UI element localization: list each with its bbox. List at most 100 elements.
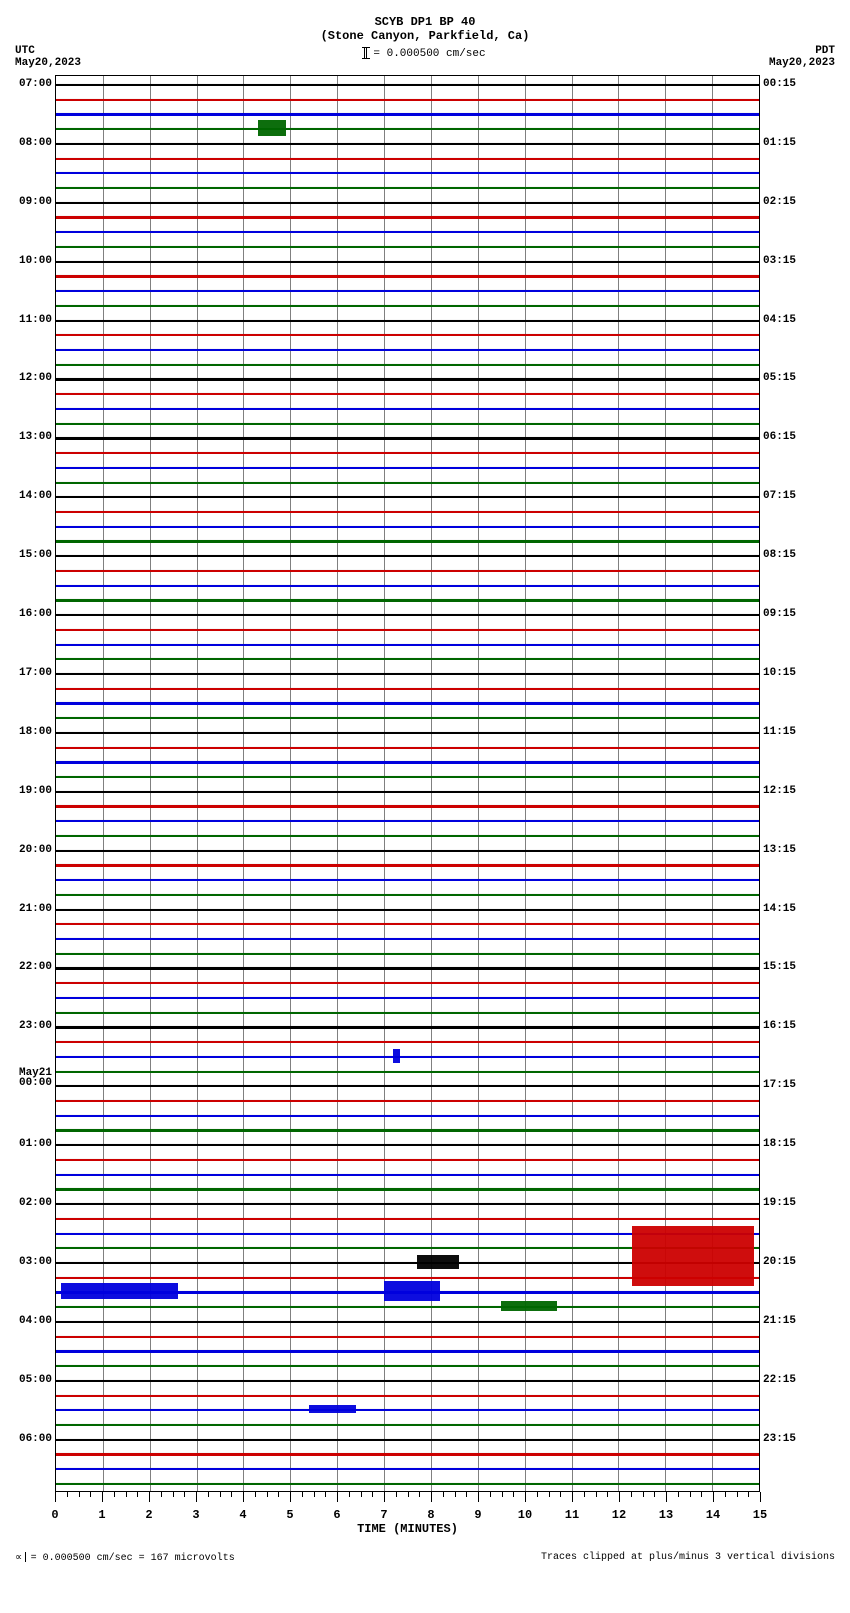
pdt-time-label: 00:15: [763, 78, 796, 90]
utc-time-label: 12:00: [19, 372, 52, 384]
x-tick-minor: [161, 1492, 162, 1497]
utc-time-label: 20:00: [19, 844, 52, 856]
seismic-event: [61, 1283, 178, 1299]
seismic-trace: [56, 673, 759, 675]
trace-row: [56, 1350, 759, 1351]
trace-row: [56, 747, 759, 748]
scale-text: = 0.000500 cm/sec: [373, 48, 485, 60]
seismic-trace: [56, 953, 759, 955]
trace-row: [56, 805, 759, 806]
seismic-trace: [56, 1100, 759, 1102]
seismic-trace: [56, 334, 759, 336]
trace-row: [56, 1468, 759, 1469]
x-tick-minor: [560, 1492, 561, 1497]
x-tick-minor: [231, 1492, 232, 1497]
trace-row: [56, 1071, 759, 1072]
x-tick-minor: [584, 1492, 585, 1497]
pdt-time-label: 03:15: [763, 255, 796, 267]
trace-row: May2100:0017:15: [56, 1085, 759, 1086]
trace-row: [56, 702, 759, 703]
x-tick-minor: [90, 1492, 91, 1497]
trace-row: [56, 1409, 759, 1410]
footer: ∝ = 0.000500 cm/sec = 167 microvolts Tra…: [0, 1532, 850, 1584]
trace-row: 15:0008:15: [56, 555, 759, 556]
x-tick-minor: [396, 1492, 397, 1497]
trace-row: 10:0003:15: [56, 261, 759, 262]
utc-time-label: 23:00: [19, 1020, 52, 1032]
x-tick-minor: [678, 1492, 679, 1497]
utc-time-label: 21:00: [19, 903, 52, 915]
pdt-time-label: 04:15: [763, 314, 796, 326]
trace-row: 21:0014:15: [56, 909, 759, 910]
seismogram-plot: 07:0000:1508:0001:1509:0002:1510:0003:15…: [55, 75, 760, 1492]
trace-row: 14:0007:15: [56, 496, 759, 497]
trace-row: 08:0001:15: [56, 143, 759, 144]
left-date-label: May20,2023: [15, 57, 81, 69]
trace-row: 17:0010:15: [56, 673, 759, 674]
seismic-trace: [56, 452, 759, 454]
x-tick: [55, 1492, 56, 1502]
utc-time-label: 03:00: [19, 1256, 52, 1268]
seismic-trace: [56, 1439, 759, 1441]
trace-row: 09:0002:15: [56, 202, 759, 203]
seismic-trace: [56, 938, 759, 940]
x-tick-minor: [302, 1492, 303, 1497]
pdt-time-label: 09:15: [763, 608, 796, 620]
trace-row: [56, 305, 759, 306]
seismic-trace: [56, 1041, 759, 1043]
seismic-trace: [56, 585, 759, 587]
pdt-time-label: 10:15: [763, 667, 796, 679]
trace-row: 12:0005:15: [56, 378, 759, 379]
scale-indicator: = 0.000500 cm/sec: [0, 47, 850, 60]
x-tick: [431, 1492, 432, 1502]
pdt-time-label: 19:15: [763, 1197, 796, 1209]
x-tick: [619, 1492, 620, 1502]
seismic-trace: [56, 84, 759, 86]
trace-row: 05:0022:15: [56, 1380, 759, 1381]
trace-row: [56, 393, 759, 394]
seismic-trace: [56, 688, 759, 690]
trace-row: [56, 1159, 759, 1160]
utc-time-label: 19:00: [19, 785, 52, 797]
seismic-trace: [56, 923, 759, 925]
trace-row: [56, 717, 759, 718]
seismic-trace: [56, 1159, 759, 1161]
x-tick: [713, 1492, 714, 1502]
seismic-trace: [56, 1203, 759, 1205]
trace-row: [56, 511, 759, 512]
trace-row: [56, 776, 759, 777]
trace-row: [56, 158, 759, 159]
seismic-trace: [56, 496, 759, 498]
seismic-trace: [56, 644, 759, 646]
seismic-event: [632, 1268, 754, 1286]
seismic-trace: [56, 835, 759, 837]
seismic-trace: [56, 1026, 759, 1028]
x-tick-label: 0: [51, 1508, 58, 1522]
pdt-time-label: 17:15: [763, 1079, 796, 1091]
x-tick-label: 8: [427, 1508, 434, 1522]
seismic-trace: [56, 511, 759, 513]
trace-row: [56, 423, 759, 424]
seismic-trace: [56, 864, 759, 866]
seismic-trace: [56, 143, 759, 145]
seismic-trace: [56, 1218, 759, 1220]
trace-row: [56, 864, 759, 865]
header-right: PDT May20,2023: [769, 45, 835, 69]
trace-row: [56, 275, 759, 276]
header-left: UTC May20,2023: [15, 45, 81, 69]
seismic-event: [384, 1281, 440, 1301]
trace-row: [56, 526, 759, 527]
seismic-trace: [56, 1424, 759, 1426]
seismic-event: [632, 1226, 754, 1268]
trace-row: [56, 1306, 759, 1307]
seismic-trace: [56, 658, 759, 660]
pdt-time-label: 22:15: [763, 1374, 796, 1386]
seismic-trace: [56, 1453, 759, 1455]
utc-time-label: 09:00: [19, 196, 52, 208]
utc-time-label: 04:00: [19, 1315, 52, 1327]
trace-row: [56, 1336, 759, 1337]
x-tick-minor: [701, 1492, 702, 1497]
x-tick: [384, 1492, 385, 1502]
seismic-trace: [56, 1174, 759, 1176]
x-tick-minor: [643, 1492, 644, 1497]
